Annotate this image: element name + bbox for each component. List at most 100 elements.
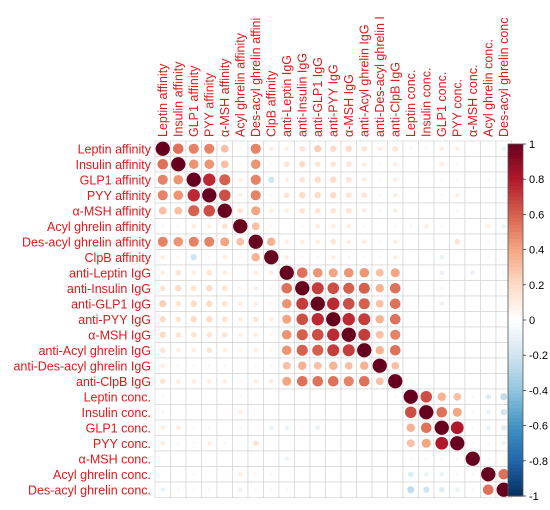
colorbar-segment [508,217,523,223]
correlation-circle [159,347,166,354]
colorbar-tick-label: 0.4 [529,245,544,257]
colorbar-segment [508,316,523,321]
grid-cell [387,481,404,498]
correlation-circle [269,488,273,492]
correlation-circle [327,375,339,387]
colorbar-segment [508,362,523,367]
correlation-circle [362,255,366,259]
colorbar-segment [508,348,523,353]
colorbar-segment [508,246,523,251]
correlation-circle [158,206,167,215]
grid-cell [418,249,435,266]
correlation-circle [192,488,196,492]
correlation-circle [206,331,213,338]
colorbar-segment [508,351,523,356]
correlation-circle [358,313,371,326]
row-label: Leptin conc. [84,390,151,404]
correlation-circle [206,285,213,292]
grid-cell [418,280,435,297]
correlation-circle [238,426,242,430]
correlation-circle [237,487,243,493]
grid-cell [449,295,466,312]
grid-cell [480,326,497,343]
correlation-circle [300,224,304,228]
correlation-circle [361,208,367,214]
grid-cell [263,404,280,421]
correlation-circle [330,161,337,168]
grid-cell [464,373,481,390]
grid-cell [232,450,249,467]
column-label: α-MSH IgG [342,74,356,137]
colorbar-segment [508,478,523,483]
grid-cell [201,404,218,421]
grid-cell [170,450,187,467]
correlation-circle [450,421,464,435]
correlation-circle [296,267,308,279]
correlation-circle [160,425,166,431]
correlation-circle [316,255,320,259]
correlation-circle [220,160,229,169]
correlation-circle [192,472,196,476]
grid-cell [480,187,497,204]
correlation-circle [342,297,355,310]
colorbar-segment [508,369,523,374]
correlation-circle [284,146,290,152]
correlation-circle [188,143,199,154]
correlation-circle [392,145,399,152]
grid-cell [216,481,233,498]
correlation-circle [378,240,382,244]
colorbar-segment [508,260,523,265]
grid-cell [449,280,466,297]
grid-cell [201,450,218,467]
grid-cell [433,311,450,328]
colorbar-segment [508,267,523,272]
correlation-circle [171,157,186,172]
correlation-circle [175,285,182,292]
grid-cell [464,171,481,188]
row-label: ClpB affinity [85,251,152,265]
colorbar-segment [508,228,523,233]
row-label: Des-acyl ghrelin conc. [28,483,151,497]
colorbar-segment [508,277,523,282]
correlation-circle [314,207,321,214]
correlation-circle [440,224,444,228]
colorbar-segment [508,411,523,416]
colorbar-segment [508,200,523,205]
correlation-circle [471,426,475,430]
column-label: anti-GLP1 IgG [311,57,325,137]
grid-cell [449,373,466,390]
colorbar-segment [508,471,523,476]
correlation-circle [220,237,230,247]
correlation-circle [329,361,338,370]
correlation-circle [501,223,507,229]
grid-cell [294,388,311,405]
correlation-circle [361,239,367,245]
colorbar-segment [508,154,523,159]
colorbar-segment [508,232,523,237]
correlation-circle [434,420,449,435]
grid-cell [402,171,419,188]
correlation-circle [420,390,433,403]
correlation-circle [281,329,292,340]
correlation-circle [253,301,259,307]
correlation-circle [409,457,413,461]
correlation-circle [311,282,324,295]
correlation-circle [160,254,166,260]
correlation-circle [313,361,322,370]
grid-cell [325,481,342,498]
correlation-circle [455,472,459,476]
grid-cell [294,450,311,467]
colorbar-segment [508,151,523,156]
correlation-circle [299,192,306,199]
grid-cell [464,295,481,312]
correlation-circle [253,270,259,276]
correlation-circle [237,409,243,415]
correlation-circle [221,331,228,338]
correlation-circle [296,375,308,387]
colorbar-segment [508,439,523,444]
correlation-circle [500,409,507,416]
correlation-circle [206,440,212,446]
column-label: Insulin conc. [419,68,433,137]
correlation-circle [206,347,213,354]
